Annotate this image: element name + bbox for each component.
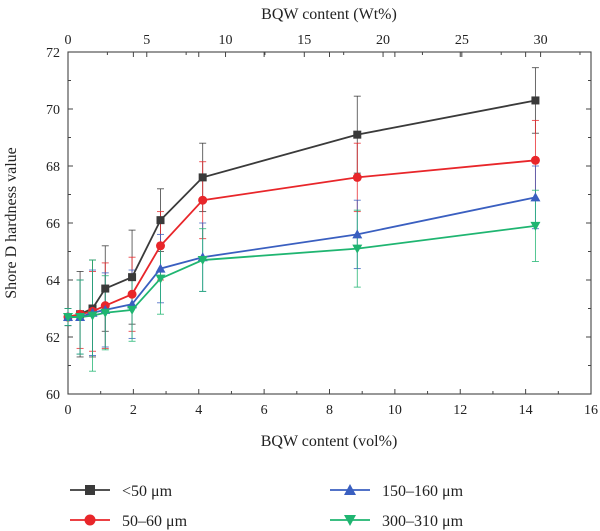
x-tick-label: 6 <box>261 403 268 418</box>
x-axis-title: BQW content (vol%) <box>261 433 398 450</box>
x-tick-label: 16 <box>584 403 598 418</box>
series-4 <box>63 221 541 323</box>
series-line <box>67 159 536 318</box>
x2-tick-label: 20 <box>376 33 390 48</box>
x-tick-label: 14 <box>519 403 533 418</box>
data-point <box>127 289 137 299</box>
data-point <box>127 305 138 315</box>
data-point <box>197 256 208 266</box>
x-tick-label: 2 <box>130 403 137 418</box>
y-axis-title: Shore D hardness value <box>3 147 20 299</box>
legend-label: 50–60 μm <box>122 513 188 530</box>
legend-marker <box>85 485 95 495</box>
plot-frame <box>67 51 592 395</box>
data-point <box>530 155 540 165</box>
data-point <box>63 313 73 323</box>
data-point <box>156 241 166 251</box>
data-point <box>530 192 541 202</box>
data-point <box>352 244 363 254</box>
data-point <box>155 263 166 273</box>
y-tick-label: 60 <box>46 388 60 403</box>
x2-tick-label: 30 <box>534 33 548 48</box>
data-point <box>198 173 207 182</box>
y-tick-label: 62 <box>46 331 60 346</box>
y-tick-label: 70 <box>46 103 60 118</box>
x-tick-label: 4 <box>195 403 202 418</box>
x2-tick-label: 0 <box>65 33 72 48</box>
data-point <box>353 130 362 139</box>
x2-tick-label: 5 <box>143 33 150 48</box>
series-2 <box>63 155 540 322</box>
legend-label: <50 μm <box>122 483 173 500</box>
data-point <box>101 284 110 293</box>
data-point <box>352 172 362 182</box>
data-point <box>87 311 98 321</box>
data-point <box>156 216 165 225</box>
legend-item: 50–60 μm <box>70 513 188 530</box>
x2-tick-label: 10 <box>219 33 233 48</box>
y-tick-label: 64 <box>46 274 60 289</box>
x2-tick-label: 25 <box>455 33 469 48</box>
series-errorbars <box>64 119 539 352</box>
data-point <box>530 221 541 231</box>
data-point <box>531 96 540 105</box>
data-point <box>100 308 111 318</box>
legend-item: <50 μm <box>70 483 173 500</box>
legend-label: 300–310 μm <box>382 513 464 530</box>
top-axis-title: BQW content (Wt%) <box>261 6 397 23</box>
legend-item: 150–160 μm <box>330 483 464 500</box>
legend-label: 150–160 μm <box>382 483 464 500</box>
x-tick-label: 10 <box>388 403 402 418</box>
data-point <box>128 273 137 282</box>
legend: <50 μm 50–60 μm 150–160 μm 300–310 μm <box>70 483 464 530</box>
legend-item: 300–310 μm <box>330 513 464 530</box>
x-tick-label: 0 <box>65 403 72 418</box>
x2-tick-label: 15 <box>297 33 311 48</box>
data-point <box>198 195 208 205</box>
series-line <box>68 196 536 318</box>
legend-marker <box>344 484 356 495</box>
legend-marker <box>344 515 356 526</box>
legend-marker <box>84 514 96 526</box>
data-point <box>75 313 86 323</box>
data-series <box>63 67 541 372</box>
series-3 <box>63 192 541 322</box>
series-line <box>68 224 536 318</box>
x-tick-label: 12 <box>453 403 467 418</box>
series-errorbars <box>64 165 539 356</box>
data-point <box>155 274 166 284</box>
y-tick-label: 66 <box>46 217 60 232</box>
x-tick-label: 8 <box>326 403 333 418</box>
data-point <box>352 229 363 239</box>
y-tick-label: 72 <box>46 46 60 61</box>
y-tick-label: 68 <box>46 160 60 175</box>
